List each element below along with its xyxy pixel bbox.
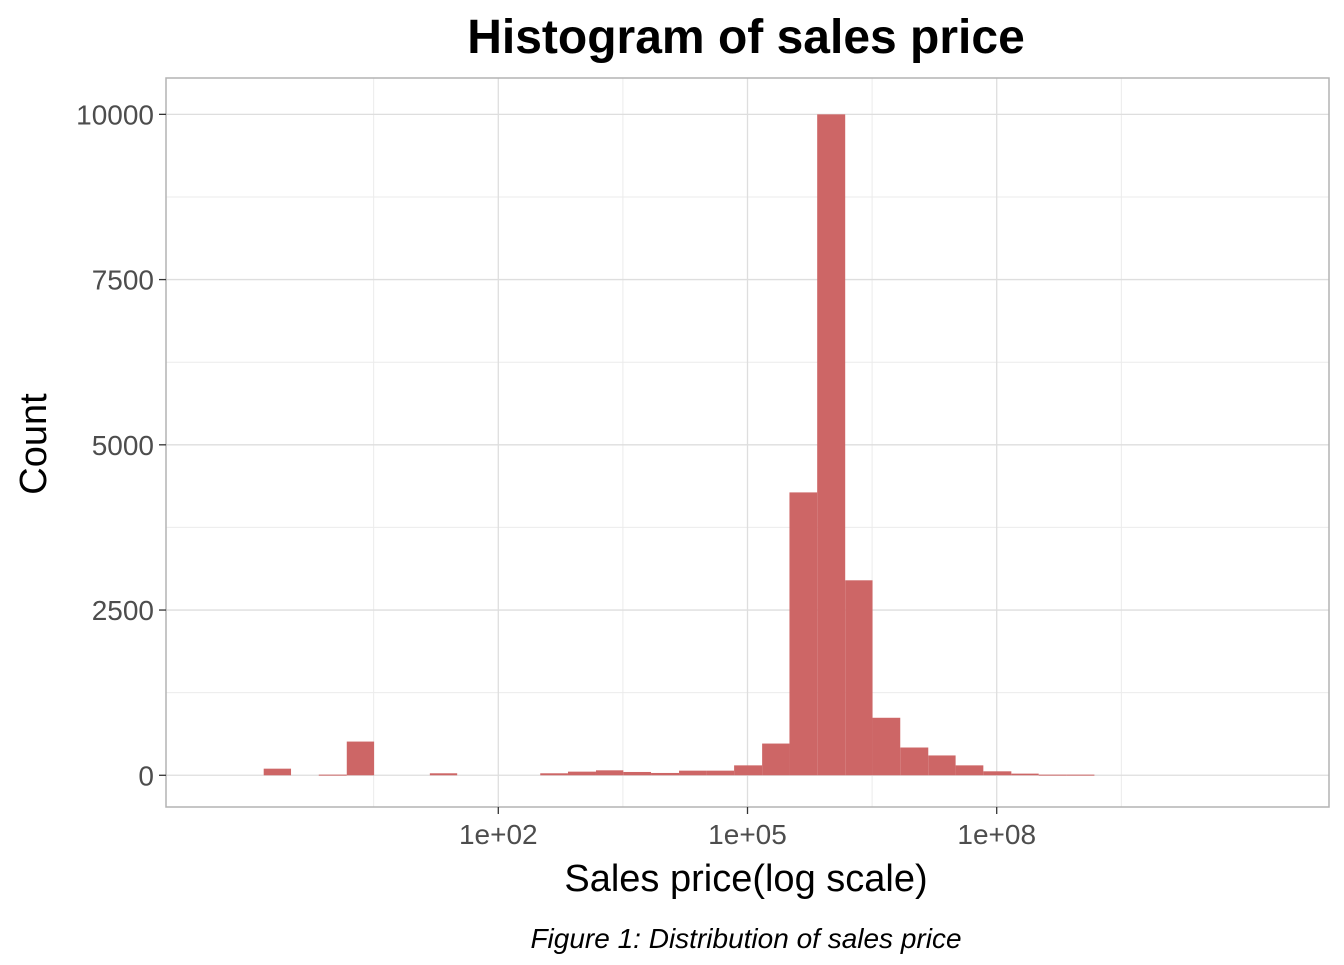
histogram-bar: [318, 774, 347, 776]
figure-caption: Figure 1: Distribution of sales price: [530, 923, 961, 954]
y-tick-label: 10000: [76, 99, 154, 130]
histogram-bar: [429, 773, 458, 776]
histogram-bar: [1066, 774, 1095, 776]
x-tick-label: 1e+05: [708, 819, 787, 850]
y-tick-label: 7500: [92, 265, 154, 296]
x-tick-label: 1e+08: [957, 819, 1036, 850]
histogram-bar: [567, 771, 596, 776]
x-axis-title: Sales price(log scale): [564, 858, 927, 900]
histogram-bar: [595, 770, 624, 776]
histogram-bar: [983, 771, 1012, 776]
grid-lines: [166, 78, 1329, 807]
histogram-bar: [651, 772, 680, 776]
histogram-bar: [762, 743, 790, 776]
histogram-bar: [706, 770, 735, 776]
chart-title: Histogram of sales price: [467, 11, 1025, 64]
histogram-bar: [845, 580, 873, 776]
histogram-bar: [1011, 773, 1039, 776]
histogram-bar: [928, 755, 956, 776]
axis-ticks: 0 2500 5000 7500 10000 1e+02 1e+05 1e+08: [76, 99, 1036, 850]
histogram-bar: [789, 492, 818, 776]
histogram-bar: [679, 770, 707, 776]
histogram-bar: [346, 741, 375, 776]
y-tick-label: 0: [138, 760, 154, 791]
x-tick-label: 1e+02: [459, 819, 538, 850]
histogram-bars: [263, 114, 1095, 776]
histogram-bar: [1038, 774, 1067, 776]
histogram-bar: [623, 771, 652, 776]
y-tick-label: 5000: [92, 430, 154, 461]
histogram-bar: [734, 765, 763, 776]
y-tick-label: 2500: [92, 595, 154, 626]
histogram-bar: [263, 768, 292, 776]
histogram-bar: [900, 747, 929, 776]
histogram-bar: [540, 773, 568, 776]
histogram-bar: [955, 765, 984, 776]
histogram-bar: [817, 114, 846, 776]
y-axis-title: Count: [13, 393, 55, 495]
histogram-bar: [872, 717, 901, 776]
